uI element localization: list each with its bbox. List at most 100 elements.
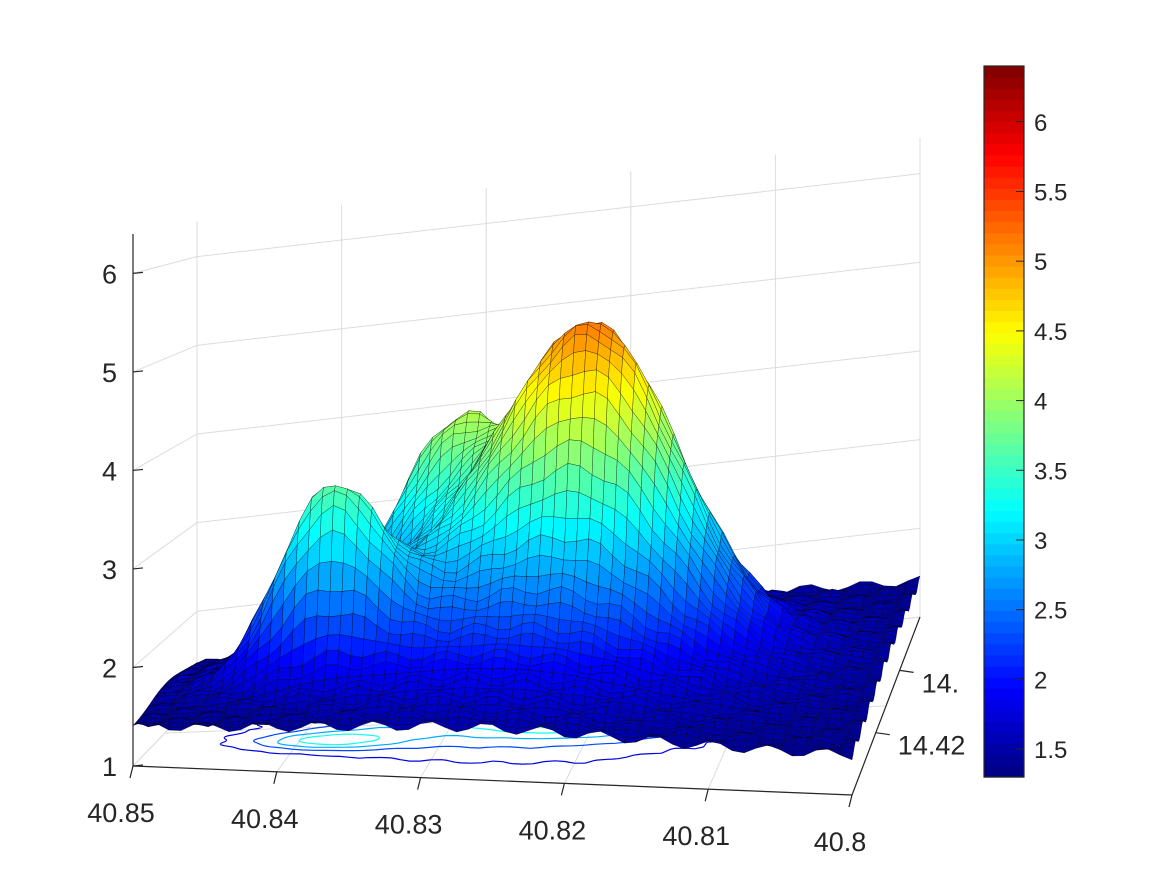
surface-patch [328, 591, 343, 617]
surface-patch [798, 733, 813, 738]
surface-patch [519, 632, 534, 647]
surface-patch [742, 710, 756, 715]
surface-patch [472, 622, 487, 636]
colorbar-swatch [984, 465, 1024, 478]
colorbar-swatch [984, 643, 1024, 656]
colorbar-swatch [984, 543, 1024, 556]
colorbar-swatch [984, 99, 1024, 112]
surface-patch [582, 391, 596, 419]
surface-patch [821, 730, 836, 738]
surface-patch [442, 580, 456, 589]
surface-patch [456, 724, 470, 733]
z-tick-label: 5 [102, 358, 117, 388]
colorbar-swatch [984, 121, 1024, 134]
surface-patch [688, 669, 703, 678]
colorbar-swatch [984, 743, 1024, 756]
surface-patch [348, 668, 362, 678]
surface-patch [791, 750, 806, 757]
surface-patch [711, 735, 725, 741]
colorbar-swatch [984, 210, 1024, 223]
surface-patch [628, 648, 643, 659]
grid-line-left-z [132, 433, 198, 471]
colorbar-swatch [984, 688, 1024, 700]
surface-patch [500, 587, 514, 603]
colorbar-tick-label: 1.5 [1034, 737, 1067, 764]
z-tick [132, 567, 144, 570]
surface-patch [332, 505, 346, 535]
y-tick-label: 14.42 [898, 731, 966, 761]
x-tick [129, 765, 134, 779]
surface-patch [485, 695, 500, 706]
colorbar-swatch [984, 254, 1024, 267]
surface-patch [467, 410, 482, 415]
colorbar-tick-label: 4.5 [1034, 319, 1067, 346]
grid-line-left-z [132, 610, 198, 668]
z-tick [132, 370, 144, 373]
surface-patch [277, 667, 292, 680]
surface-patch [570, 393, 584, 420]
colorbar-swatch [984, 377, 1024, 389]
surface-patch [858, 581, 873, 585]
surface-patch [478, 413, 493, 423]
z-tick-label: 3 [102, 555, 117, 585]
colorbar-tick-label: 3 [1034, 528, 1047, 555]
surface-patch [440, 594, 454, 608]
surface-patch [491, 668, 505, 679]
surface-patch [557, 397, 572, 423]
colorbar-swatch [984, 454, 1024, 467]
colorbar-tick-label: 2.5 [1034, 598, 1067, 625]
colorbar-swatch [984, 321, 1024, 334]
surface-patch [624, 737, 638, 744]
colorbar-swatch [984, 299, 1024, 312]
surface-patch [336, 725, 351, 732]
colorbar-swatch [984, 188, 1024, 200]
surface-patch [556, 633, 571, 644]
colorbar-tick-label: 5.5 [1034, 179, 1067, 206]
surface-patch [567, 439, 582, 467]
surface-patch [573, 333, 587, 353]
surface-patch [196, 690, 211, 696]
surface-patch [568, 417, 583, 442]
surface-patch [436, 631, 451, 642]
surface-patch [630, 712, 645, 719]
colorbar-swatch [984, 221, 1024, 234]
x-tick [704, 789, 709, 802]
surface-patch [850, 596, 865, 603]
surface-patch [329, 561, 344, 593]
colorbar-swatch [984, 265, 1024, 278]
surface-patch [576, 517, 591, 542]
colorbar-swatch [984, 565, 1024, 578]
surface-patch [513, 679, 527, 690]
colorbar-swatch [984, 765, 1024, 778]
surface-patch [792, 743, 807, 752]
surface-patch [424, 703, 439, 714]
colorbar-swatch [984, 365, 1024, 378]
colorbar-swatch [984, 577, 1024, 589]
surface-patch [501, 575, 515, 590]
surface-patch [551, 672, 565, 684]
x-tick [417, 777, 422, 790]
colorbar-swatch [984, 443, 1024, 456]
colorbar-swatch [984, 665, 1024, 678]
surface-patch [430, 679, 444, 688]
colorbar-swatch [984, 632, 1024, 645]
surface-patch [169, 721, 184, 728]
colorbar-swatch [984, 732, 1024, 745]
y-tick-label: 14. [922, 668, 960, 698]
axes: 1 2 3 4 5 6 40.85 40.84 40.83 40.82 40.81 40.8 14.42… [87, 234, 965, 857]
surface-patch [400, 621, 415, 636]
surface-patch [574, 324, 589, 336]
colorbar-tick-label: 4 [1034, 389, 1047, 416]
x-tick-label: 40.85 [87, 798, 155, 828]
x-tick [273, 771, 278, 784]
surface-patch [330, 529, 345, 564]
surface-patch [490, 678, 504, 686]
colorbar-swatch [984, 277, 1024, 289]
colorbar-swatch [984, 288, 1024, 300]
colorbar-swatch [984, 677, 1024, 689]
surface-patch [593, 706, 608, 715]
surface-mesh [132, 321, 921, 761]
surface-patch [437, 619, 452, 634]
surface-patch [493, 649, 508, 659]
surface-patch [805, 713, 819, 718]
